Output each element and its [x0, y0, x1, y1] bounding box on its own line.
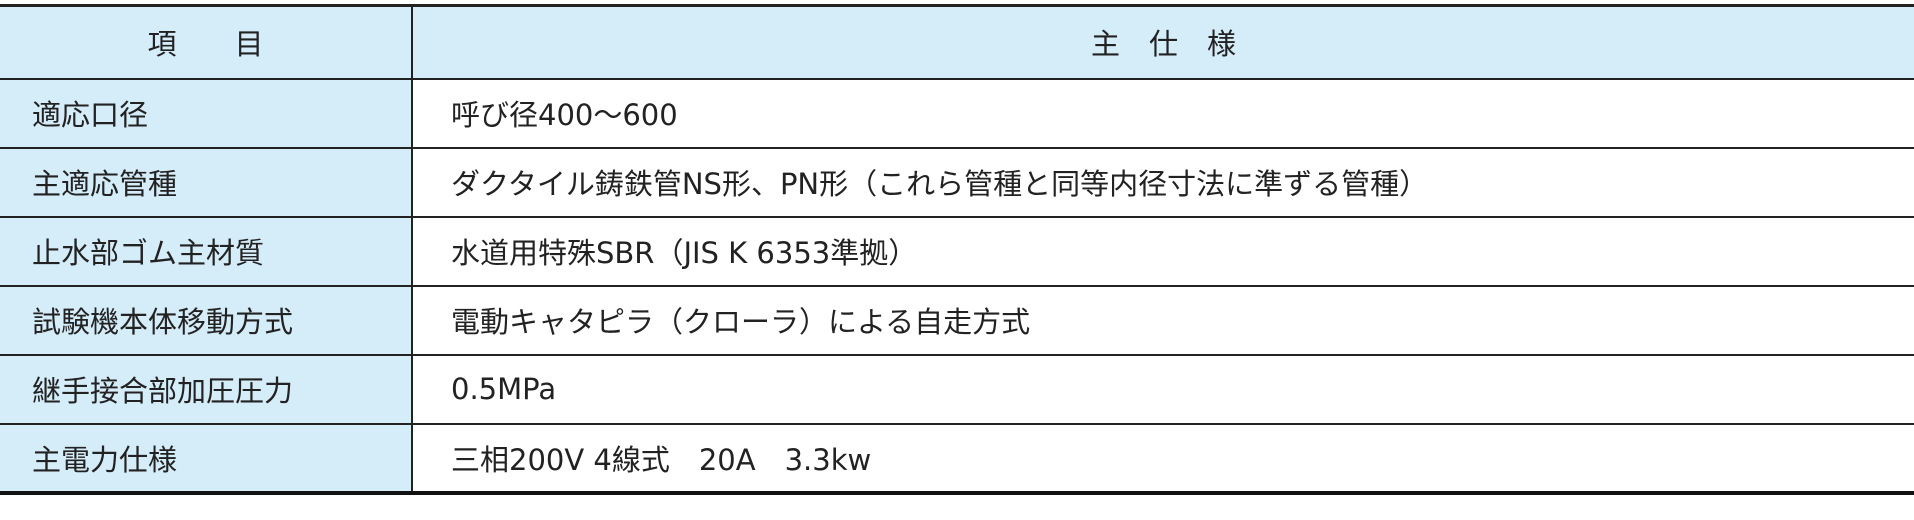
row-spec: ダクタイル鋳鉄管NS形、PN形（これら管種と同等内径寸法に準ずる管種）	[412, 146, 1914, 218]
row-item: 主電力仕様	[0, 422, 413, 495]
row-spec: 電動キャタピラ（クローラ）による自走方式	[412, 284, 1914, 356]
row-item: 試験機本体移動方式	[0, 284, 413, 356]
header-row: 項 目 主 仕 様	[0, 4, 1914, 80]
row-item: 適応口径	[0, 77, 413, 149]
header-item: 項 目	[0, 4, 413, 80]
table-row: 主電力仕様 三相200V 4線式 20A 3.3kw	[0, 422, 1914, 495]
spec-table: 項 目 主 仕 様 適応口径 呼び径400〜600 主適応管種 ダクタイル鋳鉄管…	[0, 4, 1914, 495]
row-spec: 呼び径400〜600	[412, 77, 1914, 149]
row-spec: 水道用特殊SBR（JIS K 6353準拠）	[412, 215, 1914, 287]
row-item: 主適応管種	[0, 146, 413, 218]
table-row: 試験機本体移動方式 電動キャタピラ（クローラ）による自走方式	[0, 284, 1914, 356]
table-row: 適応口径 呼び径400〜600	[0, 77, 1914, 149]
row-spec: 三相200V 4線式 20A 3.3kw	[412, 422, 1914, 495]
row-item: 止水部ゴム主材質	[0, 215, 413, 287]
row-item: 継手接合部加圧圧力	[0, 353, 413, 425]
table-row: 主適応管種 ダクタイル鋳鉄管NS形、PN形（これら管種と同等内径寸法に準ずる管種…	[0, 146, 1914, 218]
table-row: 止水部ゴム主材質 水道用特殊SBR（JIS K 6353準拠）	[0, 215, 1914, 287]
row-spec: 0.5MPa	[412, 353, 1914, 425]
table-row: 継手接合部加圧圧力 0.5MPa	[0, 353, 1914, 425]
header-spec: 主 仕 様	[412, 4, 1914, 80]
